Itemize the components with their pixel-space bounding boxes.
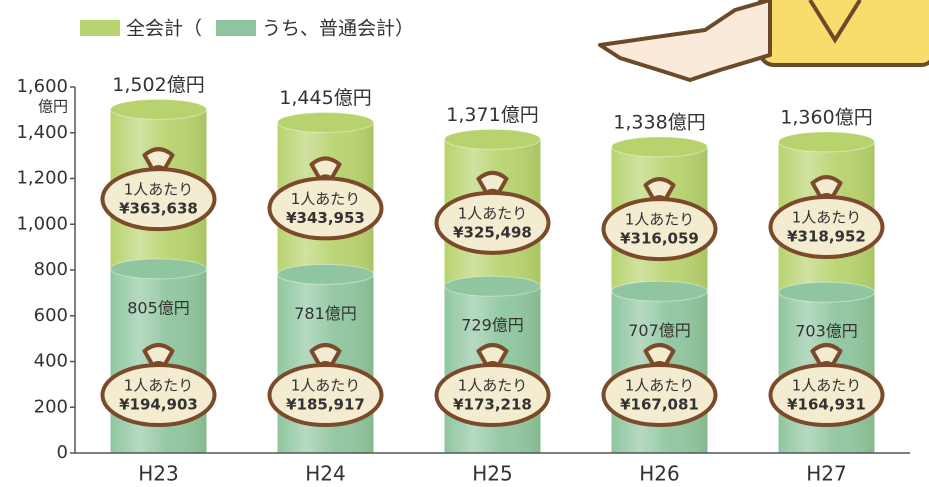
y-tick-label: 1,000 (16, 213, 68, 234)
badge-caption: 1人あたり (792, 377, 862, 395)
badge-value: ¥325,498 (453, 223, 532, 241)
badge-caption: 1人あたり (458, 204, 528, 222)
y-tick-label: 800 (34, 259, 68, 280)
value-label: 1,445億円 (279, 87, 371, 109)
y-tick-label: 600 (34, 305, 68, 326)
badge-caption: 1人あたり (625, 211, 695, 229)
decoration (600, 0, 929, 80)
badge-caption: 1人あたり (291, 377, 361, 395)
chart: 全会計（ うち、普通会計） 0 200 400 600 800 1,000 1,200 1,400… (0, 0, 929, 487)
y-tick-label: 0 (57, 442, 68, 463)
badge-caption: 1人あたり (625, 377, 695, 395)
value-label: 707億円 (628, 321, 691, 340)
x-tick-label: H23 (138, 462, 179, 486)
x-tick-label: H25 (472, 462, 513, 486)
value-label: 805億円 (127, 298, 190, 317)
y-tick-label: 1,600 (16, 76, 68, 97)
bar-cap (612, 137, 708, 157)
badge-value: ¥185,917 (286, 396, 365, 414)
value-label: 1,502億円 (112, 74, 204, 96)
badge-knot (479, 173, 507, 193)
badge-caption: 1人あたり (792, 209, 862, 227)
badge-value: ¥173,218 (453, 396, 532, 414)
badge-knot (813, 345, 841, 365)
badge-knot (646, 345, 674, 365)
badge-value: ¥164,931 (787, 396, 866, 414)
badge-value: ¥167,081 (620, 396, 699, 414)
value-label: 781億円 (294, 304, 357, 323)
bar-cap (278, 112, 374, 132)
x-tick-label: H26 (639, 462, 680, 486)
badge-knot (646, 179, 674, 199)
x-tick-label: H27 (806, 462, 847, 486)
legend-label: 全会計（ (126, 18, 202, 40)
bar-cap (779, 132, 875, 152)
badge-knot (312, 158, 340, 178)
value-label: 1,371億円 (446, 104, 538, 126)
badge-caption: 1人あたり (458, 377, 528, 395)
badge-caption: 1人あたり (291, 190, 361, 208)
legend-swatch (216, 20, 256, 36)
badge-knot (479, 345, 507, 365)
badge-knot (145, 345, 173, 365)
value-label: 703億円 (795, 322, 858, 341)
value-label: 1,360億円 (780, 106, 872, 128)
badge-value: ¥318,952 (787, 228, 866, 246)
bar-cap (278, 264, 374, 284)
legend-swatch (80, 20, 120, 36)
bar-cap (445, 129, 541, 149)
y-tick-label: 400 (34, 351, 68, 372)
bar-cap (111, 259, 207, 279)
badge-value: ¥316,059 (620, 230, 699, 248)
legend-label: うち、普通会計） (262, 18, 414, 40)
y-tick-label: 1,400 (16, 122, 68, 143)
badge-value: ¥363,638 (119, 200, 198, 218)
badge-knot (813, 177, 841, 197)
y-unit-label: 億円 (38, 98, 68, 116)
badge-knot (312, 345, 340, 365)
y-tick-label: 200 (34, 396, 68, 417)
badge-knot (145, 149, 173, 169)
bar-cap (779, 282, 875, 302)
x-tick-label: H24 (305, 462, 346, 486)
y-tick-label: 1,200 (16, 168, 68, 189)
bar-cap (445, 276, 541, 296)
badge-caption: 1人あたり (124, 377, 194, 395)
value-label: 1,338億円 (613, 111, 705, 133)
bar-cap (612, 281, 708, 301)
badge-caption: 1人あたり (124, 181, 194, 199)
bar-cap (111, 99, 207, 119)
value-label: 729億円 (461, 316, 524, 335)
badge-value: ¥194,903 (119, 396, 198, 414)
badge-value: ¥343,953 (286, 209, 365, 227)
